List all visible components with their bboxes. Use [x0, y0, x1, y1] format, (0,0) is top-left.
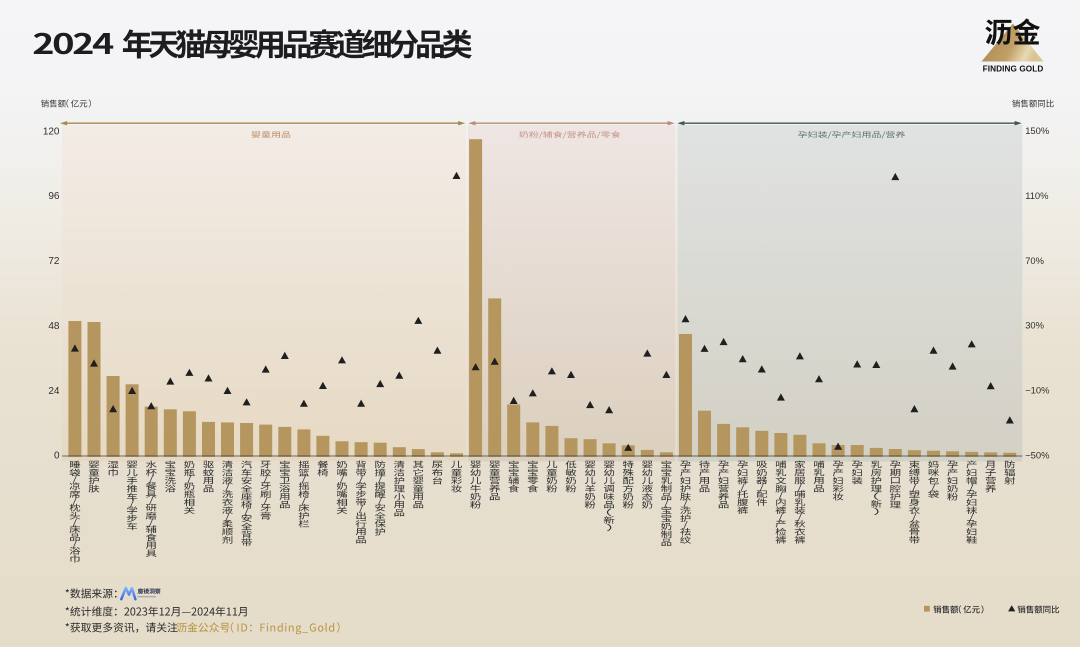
svg-text:24: 24 [48, 386, 60, 397]
svg-text:110%: 110% [1025, 190, 1048, 201]
svg-text:70%: 70% [1025, 255, 1044, 266]
svg-text:48: 48 [48, 321, 60, 332]
svg-text:96: 96 [48, 191, 60, 202]
svg-text:30%: 30% [1025, 320, 1044, 331]
svg-text:0: 0 [54, 451, 60, 462]
svg-text:−50%: −50% [1025, 450, 1049, 461]
svg-text:120: 120 [43, 126, 60, 137]
svg-text:FINDING GOLD: FINDING GOLD [983, 65, 1044, 74]
svg-text:150%: 150% [1025, 125, 1049, 136]
svg-text:−10%: −10% [1025, 385, 1049, 396]
svg-text:72: 72 [48, 256, 60, 267]
